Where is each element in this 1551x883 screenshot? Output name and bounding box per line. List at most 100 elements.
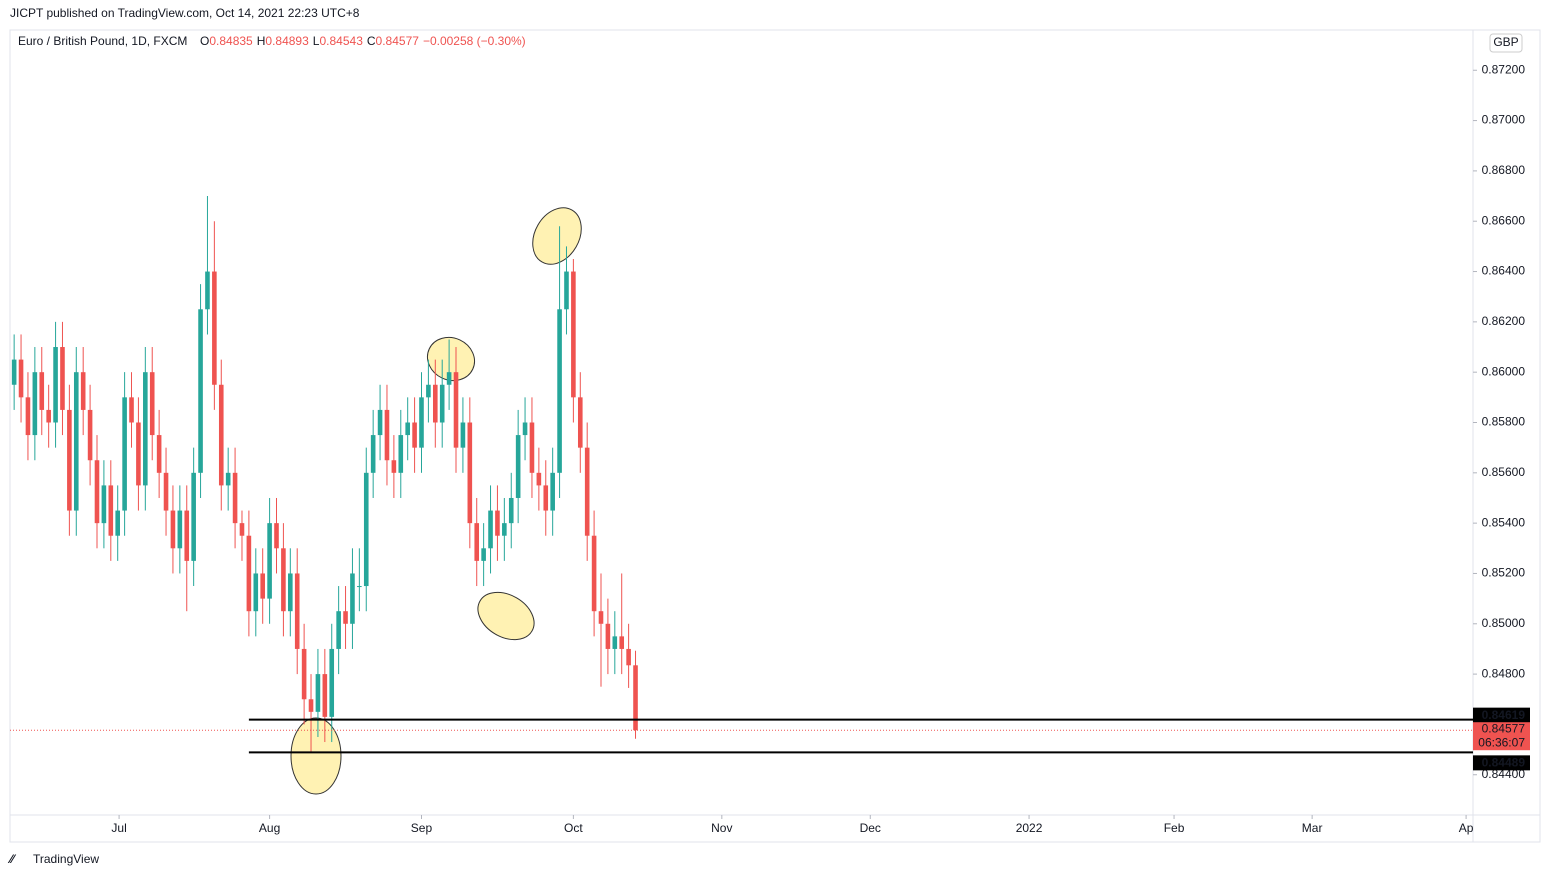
candle-body <box>301 648 307 700</box>
candle-body <box>343 611 348 624</box>
x-tick-label: Sep <box>411 821 433 835</box>
x-tick-label: Oct <box>564 821 583 835</box>
candle-body <box>357 586 362 588</box>
candle-body <box>591 535 597 612</box>
candle-body <box>571 271 576 398</box>
candle-body <box>612 636 618 649</box>
candle-body <box>384 409 390 461</box>
y-tick-label: 0.86800 <box>1482 163 1526 177</box>
y-tick-label: 0.86600 <box>1482 213 1526 227</box>
footer: TradingView <box>33 852 99 866</box>
y-tick-label: 0.84800 <box>1482 666 1526 680</box>
candle-body <box>73 372 79 511</box>
last-price-label: 0.84577 <box>1482 721 1526 735</box>
candle-body <box>412 422 417 448</box>
level-tag <box>1473 707 1530 723</box>
candle-body <box>253 573 259 612</box>
y-tick-label: 0.85200 <box>1482 566 1526 580</box>
candle-body <box>564 271 569 310</box>
candle-body <box>481 548 486 561</box>
candle-body <box>446 372 452 385</box>
ohlc-value: 0.84835 <box>209 34 253 48</box>
x-tick-label: Ap <box>1459 821 1474 835</box>
ohlc-name: L <box>313 34 320 48</box>
candle-body <box>281 548 286 612</box>
symbol-title: Euro / British Pound, 1D, FXCM <box>18 34 187 48</box>
candle-body <box>267 523 272 599</box>
candle-body <box>495 510 500 536</box>
candle-body <box>260 573 265 599</box>
x-tick-label: Nov <box>711 821 732 835</box>
candle-body <box>363 472 369 587</box>
ellipse <box>290 717 342 795</box>
candle-body <box>94 460 100 524</box>
candle-body <box>184 510 190 561</box>
y-tick-label: 0.86400 <box>1482 264 1526 278</box>
ohlc-name: C <box>367 34 376 48</box>
y-tick-label: 0.87000 <box>1482 113 1526 127</box>
x-tick-label: Dec <box>860 821 881 835</box>
candle-body <box>294 573 300 649</box>
ellipse <box>477 591 535 641</box>
ellipse <box>532 207 582 265</box>
candle-body <box>67 409 72 511</box>
candle-body <box>529 422 535 473</box>
candle-body <box>439 384 445 423</box>
candle-body <box>377 409 383 436</box>
candle-body <box>87 409 93 461</box>
candle-body <box>129 397 134 423</box>
candle-body <box>432 384 438 423</box>
candle-body <box>426 384 431 398</box>
candle-body <box>191 472 196 561</box>
ohlc-value: 0.84893 <box>265 34 309 48</box>
candle-body <box>225 472 231 486</box>
level-label: 0.84489 <box>1482 756 1526 770</box>
candle-body <box>322 674 328 717</box>
ohlc-value: 0.84543 <box>319 34 363 48</box>
candle-body <box>557 309 562 473</box>
currency-button[interactable] <box>1489 33 1523 53</box>
candle-body <box>101 485 107 524</box>
candle-body <box>170 510 176 549</box>
candle-body <box>502 523 507 536</box>
candle-body <box>350 573 355 624</box>
x-tick-label: Mar <box>1302 821 1323 835</box>
candle-body <box>212 271 217 385</box>
candle-body <box>419 397 424 448</box>
y-tick-label: 0.85400 <box>1482 515 1526 529</box>
currency[interactable]: GBP <box>1493 35 1518 49</box>
candle-body <box>515 435 521 498</box>
candle-body <box>543 485 549 511</box>
candle-body <box>605 623 611 649</box>
candle-body <box>156 435 162 473</box>
y-tick-label: 0.86000 <box>1482 364 1526 378</box>
candle-body <box>329 648 335 717</box>
candle-body <box>522 422 528 436</box>
candle-body <box>60 347 65 410</box>
ohlc-value: 0.84577 <box>376 34 420 48</box>
candle-body <box>288 573 293 612</box>
ohlc-name: H <box>257 34 266 48</box>
candle-body <box>453 372 459 448</box>
candle-body <box>370 435 376 473</box>
x-tick-label: Aug <box>259 821 280 835</box>
candle-body <box>488 510 493 549</box>
candle-body <box>577 397 583 448</box>
candle-body <box>53 347 58 423</box>
candle-body <box>619 636 625 649</box>
candle-body <box>122 397 127 511</box>
candle-body <box>274 523 279 549</box>
countdown: 06:36:07 <box>1478 735 1525 749</box>
y-tick-label: 0.85800 <box>1482 415 1526 429</box>
ohlc-legend: O0.84835 H0.84893 L0.84543 C0.84577 −0.00258… <box>200 34 526 48</box>
candle-body <box>39 372 45 410</box>
annotations <box>290 207 582 795</box>
x-tick-label: Feb <box>1164 821 1185 835</box>
logo: ⁄⁄ <box>7 852 17 866</box>
candle-body <box>163 472 169 511</box>
candle-body <box>136 422 141 486</box>
y-tick-label: 0.86200 <box>1482 314 1526 328</box>
candle-body <box>46 409 51 423</box>
